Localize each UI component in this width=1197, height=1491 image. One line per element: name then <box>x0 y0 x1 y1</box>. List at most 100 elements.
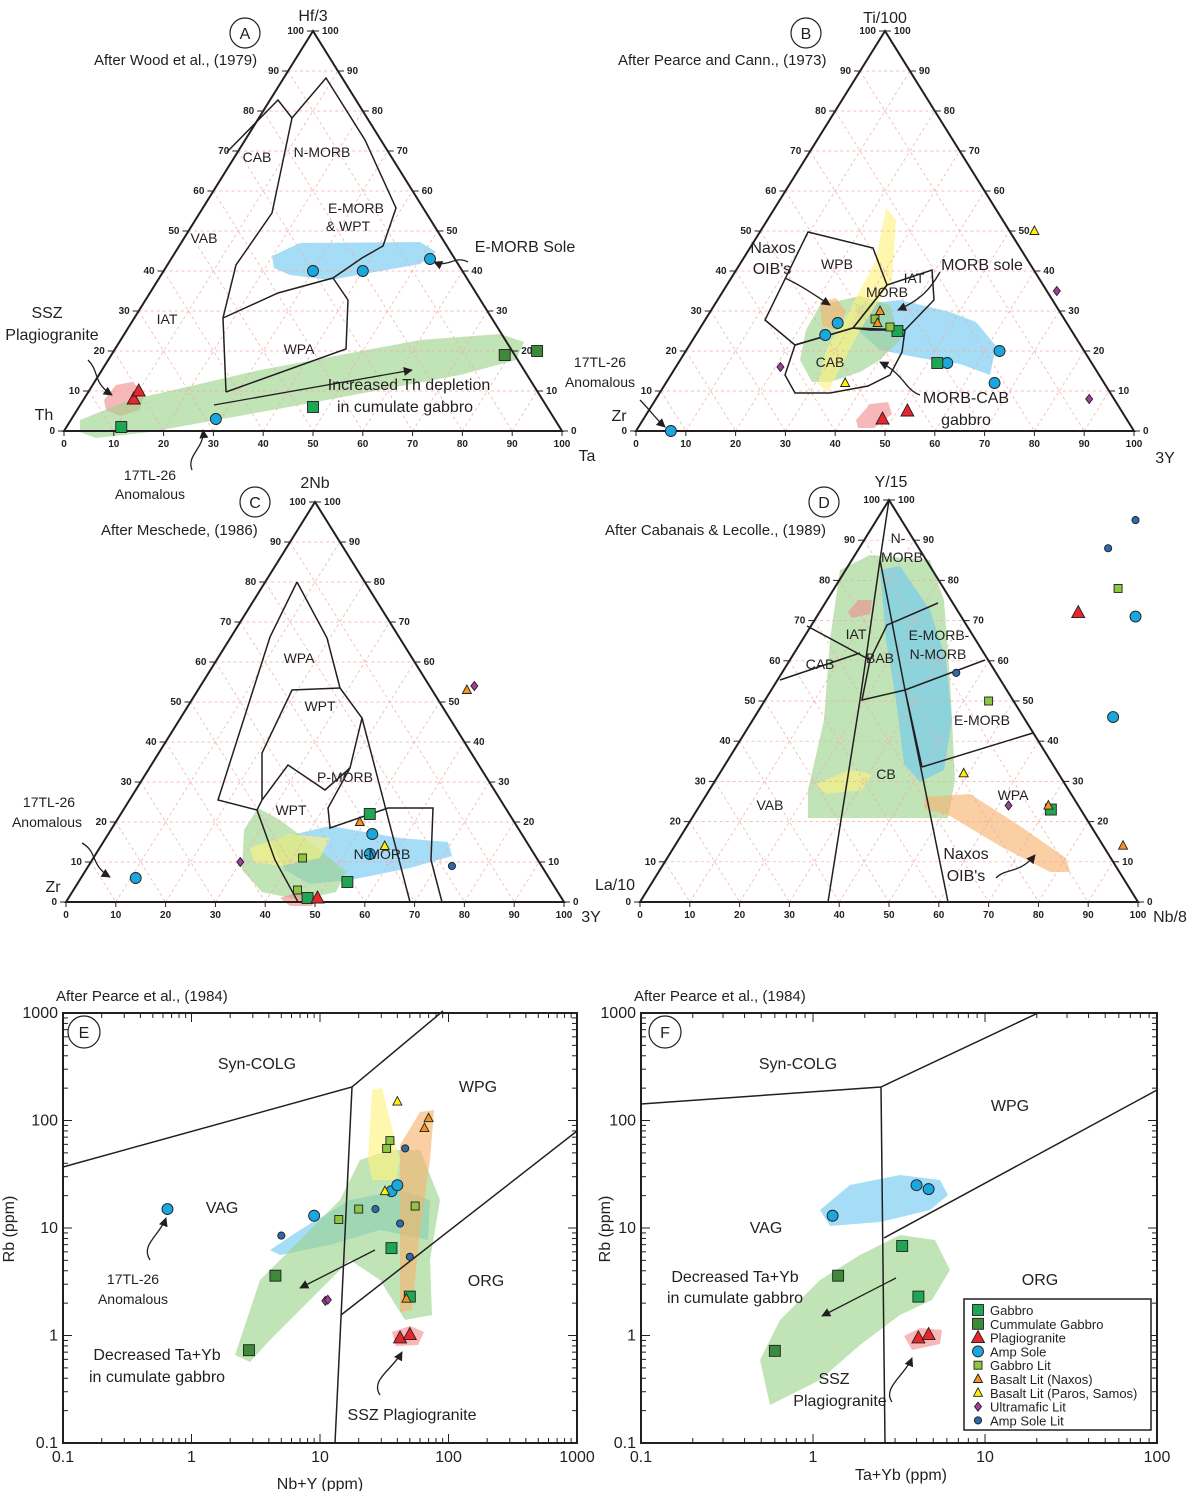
field-label-syn-colg: Syn-COLG <box>759 1056 837 1073</box>
grid-line <box>364 741 465 903</box>
tick-label: 100 <box>1126 439 1143 450</box>
x-tick-label: 1000 <box>559 1449 595 1466</box>
legend-label: Gabbro Lit <box>990 1358 1051 1373</box>
grid-line <box>785 150 960 432</box>
tick-label: 0 <box>1143 426 1149 437</box>
data-point-ultramafic-lit <box>1085 393 1094 405</box>
legend-marker-amp-sole <box>972 1345 984 1358</box>
tick-label: 60 <box>929 439 941 450</box>
tick-label: 90 <box>268 66 280 77</box>
tick-label: 30 <box>496 306 508 317</box>
annotation-th-depletion: Increased Th depletion <box>328 377 490 394</box>
annotation-anomalous: Anomalous <box>98 1291 168 1307</box>
data-point-gabbro <box>1044 803 1057 816</box>
tick-label: 70 <box>397 146 409 157</box>
tick-label: 80 <box>1033 910 1045 921</box>
reference-label: After Pearce et al., (1984) <box>56 988 228 1005</box>
field-label-nmorb: N-MORB <box>354 846 411 862</box>
data-point-plagiogranite <box>402 1326 418 1341</box>
tick-label: 80 <box>944 106 956 117</box>
tick-label: 20 <box>1097 817 1109 828</box>
tick-label: 20 <box>666 346 678 357</box>
y-tick-label: 1000 <box>600 1005 636 1022</box>
data-point-ultramafic-lit <box>776 361 785 373</box>
field-boundary <box>256 763 351 811</box>
tick-label: 60 <box>357 439 369 450</box>
data-point-gabbro-lit <box>293 885 303 895</box>
field-cab-morb <box>784 327 906 394</box>
grid-line <box>88 390 115 432</box>
tick-label: 100 <box>894 26 911 37</box>
svg-text:A: A <box>240 26 251 43</box>
data-point-gabbro-lit <box>334 1215 344 1224</box>
field-boundary <box>827 499 890 903</box>
tick-label: 10 <box>71 857 83 868</box>
data-point-gabbro <box>385 1242 398 1255</box>
panel-f-log-plot: 0.1 1 10 100 0.1 1 10 100 1000 After Pearce et a… <box>597 988 1170 1484</box>
tick-label: 90 <box>844 535 856 546</box>
data-point-gabbro-lit <box>385 1136 395 1146</box>
x-tick-label: 0.1 <box>52 1449 74 1466</box>
tick-label: 10 <box>645 857 657 868</box>
sample-field-shading <box>820 1175 948 1226</box>
grid-line <box>113 350 164 432</box>
tick-label: 20 <box>94 346 106 357</box>
tick-label: 0 <box>1147 897 1153 908</box>
panel-label-a: A <box>229 17 261 49</box>
data-point-plagiogranite <box>875 411 890 425</box>
sample-field-shading <box>818 208 896 392</box>
field-label-cab: CAB <box>816 354 845 370</box>
grid-line <box>814 620 989 903</box>
tick-label: 100 <box>863 495 880 506</box>
data-point-amp-sole <box>424 253 436 265</box>
tick-label: 80 <box>245 577 257 588</box>
apex-label-right: Ta <box>579 448 596 465</box>
data-point-amp-sole <box>831 317 844 329</box>
field-boundary <box>226 98 293 153</box>
tick-label: 90 <box>1083 910 1095 921</box>
anomalous-arrow <box>639 399 666 428</box>
data-point-amp-sole <box>308 1209 321 1222</box>
sample-field-shading <box>235 1150 440 1362</box>
tick-label: 90 <box>270 537 282 548</box>
tick-label: 0 <box>621 426 627 437</box>
tick-label: 0 <box>61 439 67 450</box>
tick-label: 40 <box>830 439 842 450</box>
sample-field-shading <box>760 1235 950 1405</box>
apex-label-right: 3Y <box>581 909 601 926</box>
data-point-amp-sole-lit <box>401 1144 410 1153</box>
panel-label-b: B <box>790 17 822 49</box>
tick-label: 30 <box>1072 776 1084 787</box>
grid-line <box>789 660 940 903</box>
reference-label: After Cabanais & Lecolle., (1989) <box>605 522 826 539</box>
tick-label: 10 <box>546 386 558 397</box>
field-boundary <box>779 652 861 681</box>
legend-label: Basalt Lit (Paros, Samos) <box>990 1386 1137 1401</box>
tick-label: 80 <box>243 106 255 117</box>
tick-label: 0 <box>571 426 577 437</box>
tick-label: 0 <box>49 426 55 437</box>
data-point-amp-sole-lit <box>447 861 457 871</box>
field-label-emorb: E-MORB <box>954 712 1010 728</box>
ssz-arrow <box>87 359 113 396</box>
field-label-iat: IAT <box>904 270 925 286</box>
annotation-decreased: Decreased Ta+Yb <box>93 1347 220 1364</box>
annotation-oib: OIB's <box>947 868 986 885</box>
tick-label: 100 <box>556 910 573 921</box>
tick-label: 80 <box>819 575 831 586</box>
annotation-ssz: SSZ <box>31 305 62 322</box>
grid-line <box>215 661 366 903</box>
annotation-naxos: Naxos <box>750 240 795 257</box>
sample-field-shading <box>848 600 872 618</box>
field-boundary <box>921 732 1034 768</box>
y-tick-label: 1 <box>627 1328 636 1345</box>
field-label-cb: CB <box>876 766 895 782</box>
tick-label: 0 <box>625 897 631 908</box>
field-label-wpa: WPA <box>284 650 316 666</box>
data-point-plagiogranite <box>310 890 325 904</box>
x-tick-label: 0.1 <box>630 1449 652 1466</box>
tick-label: 30 <box>210 910 222 921</box>
apex-label-left: Zr <box>611 408 627 425</box>
